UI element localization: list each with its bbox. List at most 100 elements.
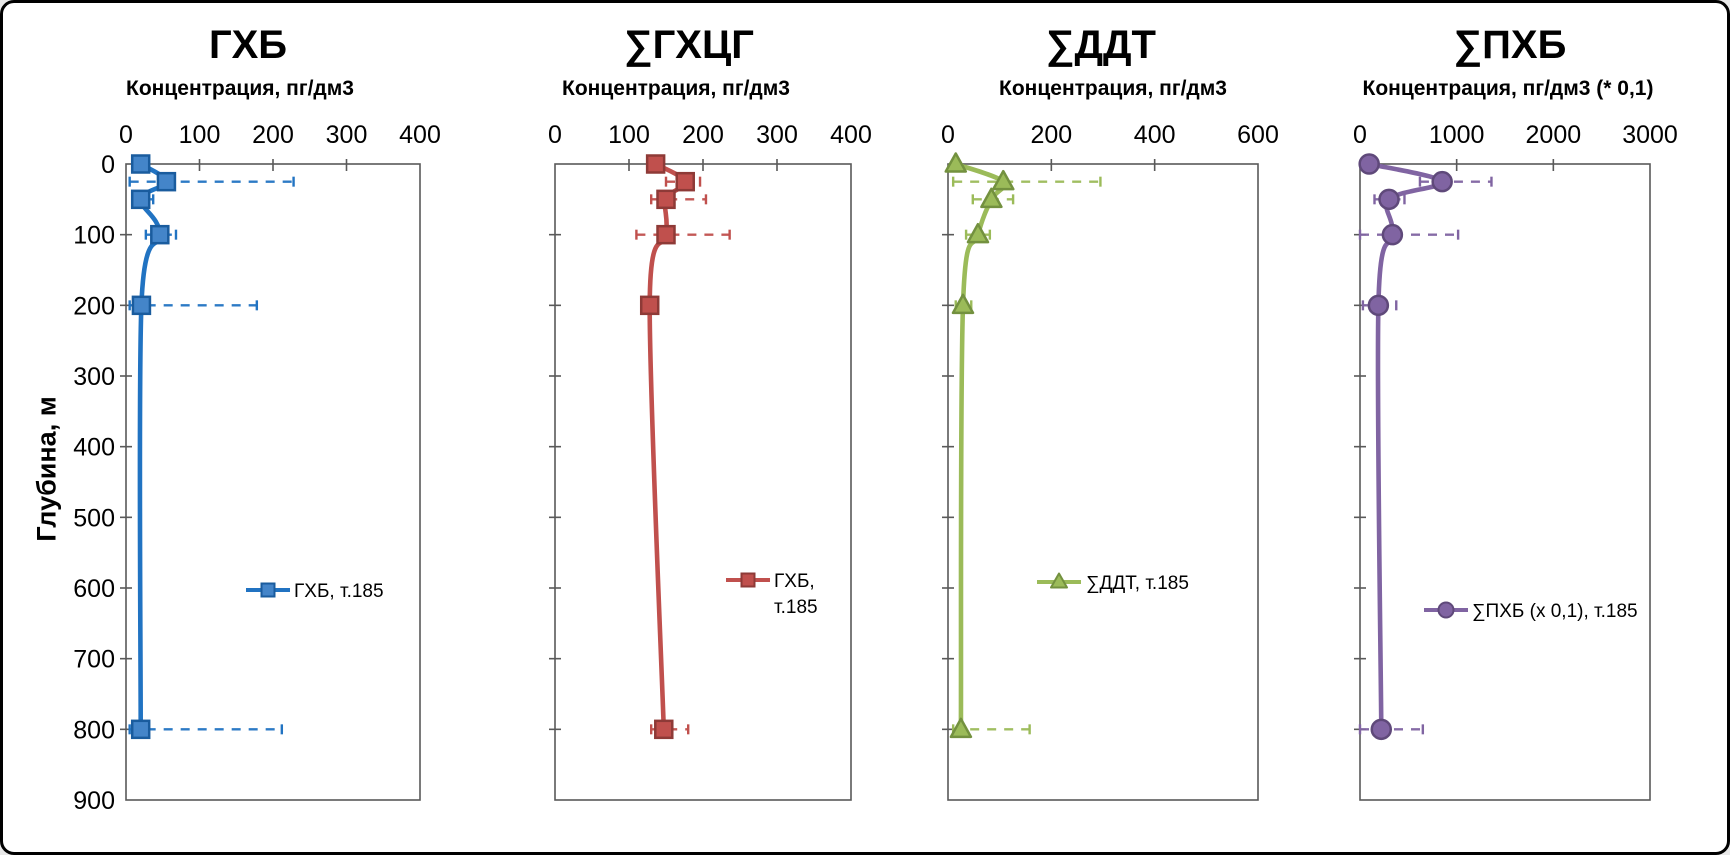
y-axis [549, 233, 561, 731]
data-point-marker [740, 572, 756, 588]
legend: ГХБ, т.185 [246, 581, 384, 602]
data-point-marker [130, 719, 151, 740]
plot-border [125, 163, 421, 801]
x-tick-label: 300 [326, 121, 368, 149]
chart-plot-1: 0 100 200 300 400 0 100 200 300 400 500 600 700 800 90… [73, 121, 441, 815]
x-axis: 0 100 200 300 400 [548, 121, 872, 171]
chart-plot-3: 0 200 400 600 ∑ДДТ, т.185 [941, 121, 1279, 801]
data-point-marker [130, 154, 151, 174]
series-markers [1358, 153, 1453, 741]
series-line [647, 161, 688, 732]
x-axis: 0 100 200 300 400 [119, 121, 441, 171]
series-markers [639, 154, 695, 740]
data-point-marker [131, 295, 152, 316]
data-point-marker [656, 224, 676, 245]
legend-label: ГХБ, т.185 [294, 581, 384, 602]
chart-plot-2: 0 100 200 300 400 ГХБ, т.185 [548, 121, 872, 801]
data-point-marker [1381, 223, 1404, 246]
data-point-marker [980, 187, 1003, 209]
series-line [1366, 161, 1445, 732]
y-tick-label: 200 [73, 292, 115, 320]
data-point-marker [944, 152, 967, 173]
data-point-marker [1050, 572, 1068, 589]
data-point-marker [130, 189, 151, 210]
data-point-marker [1437, 601, 1455, 619]
y-tick-label: 400 [73, 434, 115, 462]
x-tick-label: 0 [941, 121, 955, 149]
y-axis [1354, 233, 1366, 731]
chart-4-title: ∑ПХБ [1453, 23, 1567, 67]
x-tick-label: 100 [608, 121, 650, 149]
chart-plot-4: 0 1000 2000 3000 ∑ПХБ (х 0,1), т.185 [1353, 121, 1678, 801]
x-tick-label: 2000 [1526, 121, 1582, 149]
x-tick-label: 100 [179, 121, 221, 149]
x-tick-label: 300 [756, 121, 798, 149]
x-tick-label: 600 [1237, 121, 1279, 149]
data-point-marker [1431, 170, 1453, 193]
data-point-marker [639, 295, 660, 316]
legend: ∑ДДТ, т.185 [1037, 572, 1189, 594]
error-bars [128, 176, 295, 735]
plot-border [1359, 163, 1651, 801]
y-tick-label: 300 [73, 363, 115, 391]
data-point-marker [951, 293, 975, 315]
y-tick-label: 100 [73, 222, 115, 250]
legend: ∑ПХБ (х 0,1), т.185 [1424, 601, 1638, 622]
x-tick-label: 200 [682, 121, 724, 149]
y-tick-label: 700 [73, 646, 115, 674]
x-axis: 0 200 400 600 [941, 121, 1279, 171]
data-point-marker [1370, 718, 1393, 741]
x-tick-label: 0 [119, 121, 133, 149]
data-point-marker [949, 717, 973, 739]
data-point-marker [645, 154, 666, 174]
x-tick-label: 0 [1353, 121, 1367, 149]
x-tick-label: 400 [1134, 121, 1176, 149]
data-point-marker [992, 169, 1015, 191]
data-point-marker [966, 222, 990, 244]
x-tick-label: 1000 [1429, 121, 1485, 149]
legend: ГХБ, т.185 [726, 571, 818, 618]
chart-1-title: ГХБ [208, 23, 288, 67]
series-markers [130, 154, 177, 740]
plot-border [947, 163, 1259, 801]
chart-3-axis-title: Концентрация, пг/дм3 [999, 77, 1227, 100]
x-tick-label: 400 [399, 121, 441, 149]
x-tick-label: 0 [548, 121, 562, 149]
series-line [137, 161, 169, 732]
y-tick-label: 600 [73, 575, 115, 603]
legend-label: т.185 [774, 597, 818, 618]
data-point-marker [654, 719, 674, 740]
data-point-marker [1358, 153, 1380, 175]
error-bars [951, 176, 1102, 735]
data-point-marker [1378, 188, 1400, 211]
legend-label: ∑ДДТ, т.185 [1086, 573, 1189, 594]
chart-4-axis-title: Концентрация, пг/дм3 (* 0,1) [1362, 77, 1654, 100]
y-tick-label: 500 [73, 504, 115, 532]
charts-canvas: 0 100 200 300 400 0 100 200 300 400 500 600 700 800 90… [73, 121, 1678, 815]
series-line [953, 161, 1007, 732]
data-point-marker [675, 171, 695, 192]
chart-2-title: ∑ГХЦГ [624, 23, 754, 67]
y-tick-label: 800 [73, 716, 115, 744]
data-point-marker [150, 224, 170, 245]
legend-label: ГХБ, [774, 571, 815, 592]
data-point-marker [260, 582, 276, 598]
plot-border [554, 163, 852, 801]
chart-3-title: ∑ДДТ [1046, 23, 1156, 67]
chart-2-axis-title: Концентрация, пг/дм3 [562, 77, 790, 100]
x-tick-label: 200 [1030, 121, 1072, 149]
chart-1-axis-title: Концентрация, пг/дм3 [126, 77, 354, 100]
x-tick-label: 200 [252, 121, 294, 149]
y-axis-title: Глубина, м [31, 396, 62, 542]
y-tick-label: 900 [73, 787, 115, 815]
series-markers [944, 152, 1015, 739]
y-tick-label: 0 [101, 151, 115, 179]
y-axis: 0 100 200 300 400 500 600 700 800 900 [73, 151, 132, 815]
data-point-marker [156, 171, 177, 192]
data-point-marker [1367, 294, 1390, 317]
x-tick-label: 400 [830, 121, 872, 149]
data-point-marker [656, 189, 676, 210]
x-tick-label: 3000 [1622, 121, 1678, 149]
legend-label: ∑ПХБ (х 0,1), т.185 [1472, 601, 1638, 622]
